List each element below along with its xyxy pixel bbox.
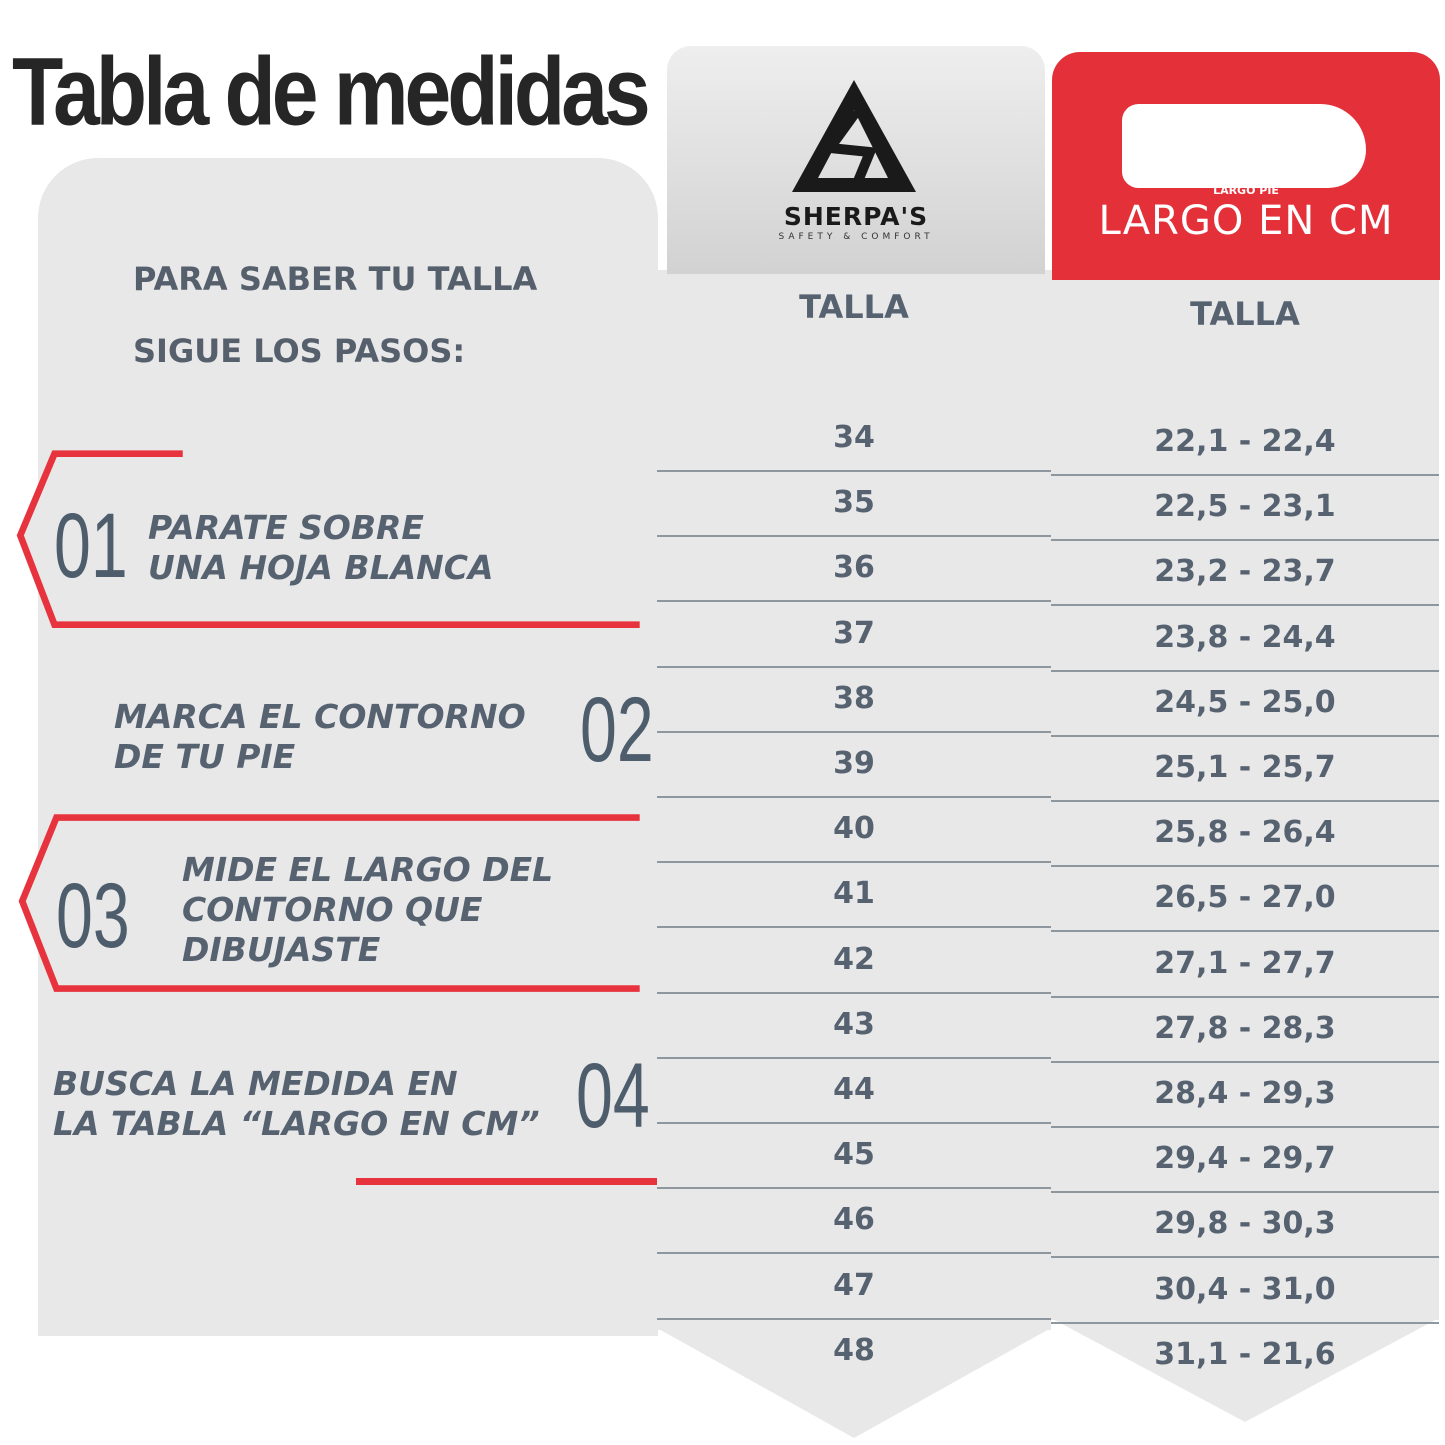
row-separator <box>1051 734 1439 737</box>
step-04-line-2: LA TABLA “LARGO EN CM” <box>53 1104 540 1143</box>
row-separator <box>1051 539 1439 542</box>
step-01-line-1: PARATE SOBRE <box>148 508 424 547</box>
intro-line-1: PARA SABER TU TALLA <box>133 260 538 298</box>
talla-cell: 36 <box>833 550 875 586</box>
row-separator <box>657 730 1051 733</box>
largo-cell: 22,5 - 23,1 <box>1154 489 1336 525</box>
row-separator <box>1051 995 1439 998</box>
brand-tagline: SAFETY & COMFORT <box>778 232 934 242</box>
largo-cell: 26,5 - 27,0 <box>1154 880 1336 916</box>
largo-cell: 29,4 - 29,7 <box>1154 1141 1336 1177</box>
sherpas-triangle-logo-icon <box>792 80 916 192</box>
talla-cell: 45 <box>833 1137 875 1173</box>
step-03-line-2: CONTORNO QUE <box>182 890 483 929</box>
talla-column-tip <box>657 1328 1051 1438</box>
talla-cell: 46 <box>833 1202 875 1238</box>
talla-cell: 42 <box>833 941 875 977</box>
row-separator <box>657 1252 1051 1255</box>
step-03-line-1: MIDE EL LARGO DEL <box>182 850 554 889</box>
step-01-number: 01 <box>54 495 128 597</box>
largo-cell: 31,1 - 21,6 <box>1154 1336 1336 1372</box>
step-03-chevron <box>18 814 640 992</box>
largo-column-header: TALLA <box>1190 295 1300 333</box>
step-04-number: 04 <box>576 1045 650 1147</box>
row-separator <box>657 470 1051 472</box>
row-separator <box>657 861 1051 864</box>
largo-title: LARGO EN CM <box>1098 198 1394 244</box>
step-02-line-2: DE TU PIE <box>114 737 296 776</box>
row-separator <box>657 796 1051 798</box>
page-title: Tabla de medidas <box>12 37 651 146</box>
talla-cell: 48 <box>833 1332 875 1368</box>
row-separator <box>1051 800 1439 802</box>
largo-cell: 23,2 - 23,7 <box>1154 554 1336 590</box>
row-separator <box>1051 1321 1439 1324</box>
row-separator <box>657 1122 1051 1124</box>
row-separator <box>1051 604 1439 607</box>
largo-cell: 28,4 - 29,3 <box>1154 1076 1336 1111</box>
step-01-line-2: UNA HOJA BLANCA <box>148 548 494 587</box>
row-separator <box>657 600 1051 603</box>
talla-cell: 39 <box>833 746 875 781</box>
row-separator <box>1051 1191 1439 1194</box>
largo-cell: 25,1 - 25,7 <box>1154 750 1336 785</box>
row-separator <box>1051 865 1439 868</box>
largo-cell: 23,8 - 24,4 <box>1154 619 1336 655</box>
largo-cell: 30,4 - 31,0 <box>1154 1271 1336 1307</box>
talla-cell: 35 <box>833 485 875 521</box>
row-separator <box>1051 669 1439 672</box>
talla-cell: 44 <box>833 1072 875 1107</box>
step-03-number: 03 <box>56 865 130 967</box>
talla-cell: 47 <box>833 1267 875 1303</box>
brand-name: SHERPA'S <box>783 202 929 231</box>
largo-column <box>1051 270 1439 1320</box>
foot-outline-icon <box>1122 104 1366 188</box>
talla-cell: 37 <box>833 615 875 651</box>
largo-cell: 22,1 - 22,4 <box>1154 424 1336 459</box>
step-02-line-1: MARCA EL CONTORNO <box>114 697 526 736</box>
talla-cell: 38 <box>833 680 875 716</box>
row-separator <box>657 535 1051 538</box>
talla-cell: 40 <box>833 811 875 847</box>
row-separator <box>1051 1060 1439 1063</box>
largo-cell: 29,8 - 30,3 <box>1154 1206 1336 1242</box>
step-03-line-3: DIBUJASTE <box>182 930 381 969</box>
step-01-chevron <box>16 450 640 629</box>
step-02-number: 02 <box>580 679 654 781</box>
talla-cell: 41 <box>833 876 875 912</box>
largo-cell: 27,8 - 28,3 <box>1154 1010 1336 1046</box>
talla-cell: 43 <box>833 1006 875 1042</box>
row-separator <box>657 1317 1051 1320</box>
row-separator <box>1051 1256 1439 1259</box>
row-separator <box>1051 930 1439 933</box>
row-separator <box>657 665 1051 668</box>
largo-cell: 27,1 - 27,7 <box>1154 945 1336 981</box>
largo-cell: 24,5 - 25,0 <box>1154 684 1336 720</box>
talla-column <box>657 270 1051 1330</box>
instructions-panel <box>38 158 658 1336</box>
largo-pie-label: LARGO PIE <box>1213 184 1279 197</box>
row-separator <box>657 1187 1051 1190</box>
step-04-underline <box>356 1178 658 1185</box>
largo-column-tip <box>1051 1318 1439 1422</box>
intro-line-2: SIGUE LOS PASOS: <box>133 332 466 370</box>
step-04-line-1: BUSCA LA MEDIDA EN <box>53 1064 458 1103</box>
row-separator <box>657 991 1051 994</box>
largo-cell: 25,8 - 26,4 <box>1154 815 1336 851</box>
talla-cell: 34 <box>833 420 875 455</box>
row-separator <box>1051 474 1439 476</box>
talla-header: TALLA <box>799 288 909 326</box>
row-separator <box>657 1056 1051 1059</box>
row-separator <box>1051 1126 1439 1128</box>
row-separator <box>657 926 1051 929</box>
